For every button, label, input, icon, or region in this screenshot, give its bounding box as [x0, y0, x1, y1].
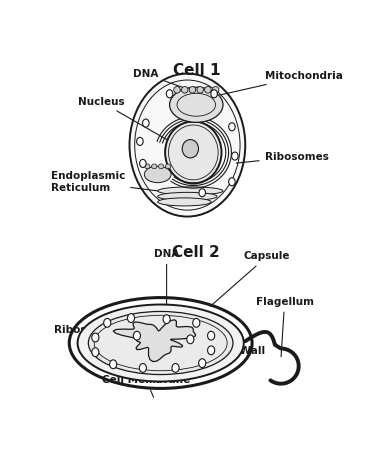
Circle shape	[128, 314, 134, 322]
Circle shape	[193, 318, 200, 327]
Ellipse shape	[165, 121, 221, 184]
Ellipse shape	[158, 192, 217, 200]
Text: Cell Membrane: Cell Membrane	[102, 375, 190, 397]
Circle shape	[92, 333, 99, 342]
Polygon shape	[113, 320, 196, 362]
Circle shape	[163, 315, 170, 324]
Ellipse shape	[152, 164, 157, 169]
Circle shape	[110, 360, 117, 369]
Ellipse shape	[159, 164, 164, 169]
Circle shape	[139, 159, 146, 168]
Circle shape	[229, 178, 235, 186]
Ellipse shape	[145, 164, 150, 169]
Circle shape	[211, 90, 218, 98]
Text: DNA: DNA	[154, 249, 179, 317]
Circle shape	[199, 188, 206, 197]
Ellipse shape	[158, 187, 223, 195]
Circle shape	[137, 138, 143, 146]
Ellipse shape	[189, 87, 196, 93]
Text: Cell 1: Cell 1	[172, 63, 220, 78]
Circle shape	[104, 318, 111, 327]
Ellipse shape	[158, 198, 211, 206]
Text: Capsule: Capsule	[210, 251, 290, 307]
Circle shape	[232, 152, 238, 160]
Circle shape	[172, 364, 179, 372]
Ellipse shape	[88, 311, 233, 375]
Text: Nucleus: Nucleus	[77, 97, 174, 144]
Text: Ribosomes: Ribosomes	[236, 152, 329, 163]
Text: Endoplasmic
Reticulum: Endoplasmic Reticulum	[51, 171, 170, 193]
Ellipse shape	[144, 166, 171, 183]
Circle shape	[92, 348, 99, 357]
Ellipse shape	[197, 87, 203, 93]
Text: Ribosomes: Ribosomes	[54, 325, 118, 354]
Ellipse shape	[182, 139, 198, 158]
Circle shape	[139, 364, 146, 372]
Circle shape	[208, 331, 215, 340]
Circle shape	[142, 119, 149, 127]
Circle shape	[166, 90, 173, 98]
Circle shape	[187, 335, 194, 344]
Ellipse shape	[182, 87, 188, 93]
Ellipse shape	[165, 164, 171, 169]
Text: Flagellum: Flagellum	[256, 297, 314, 357]
Ellipse shape	[170, 87, 223, 122]
Circle shape	[199, 359, 206, 367]
Circle shape	[208, 346, 215, 355]
Text: DNA: DNA	[133, 69, 188, 89]
Text: Cell Wall: Cell Wall	[187, 346, 265, 377]
Ellipse shape	[77, 305, 244, 381]
Ellipse shape	[129, 74, 245, 217]
Circle shape	[133, 331, 141, 340]
Ellipse shape	[174, 87, 180, 93]
Ellipse shape	[212, 87, 219, 93]
Text: Mitochondria: Mitochondria	[220, 71, 342, 95]
Text: Cell 2: Cell 2	[172, 245, 220, 260]
Circle shape	[229, 123, 235, 131]
Ellipse shape	[205, 87, 211, 93]
